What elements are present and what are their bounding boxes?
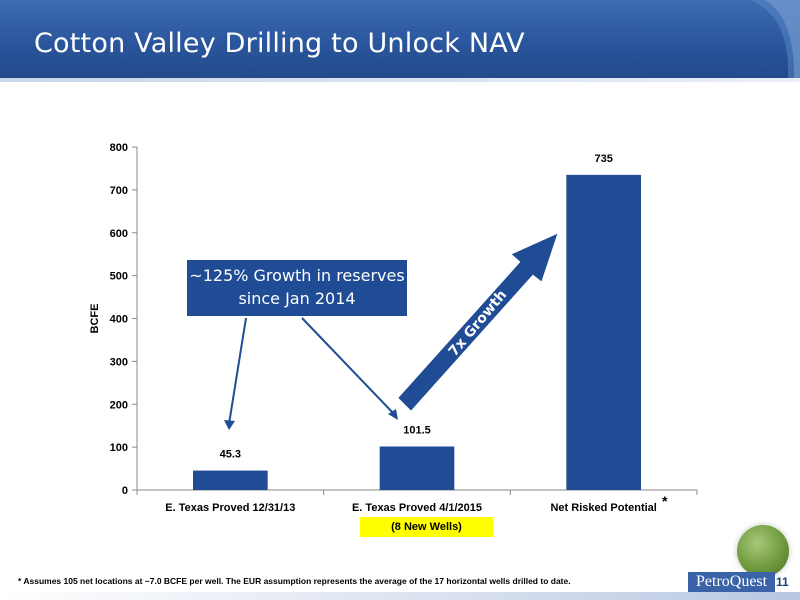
x-category-label: Net Risked Potential	[550, 502, 656, 514]
slide-header	[0, 0, 800, 78]
page-number: 11	[776, 575, 789, 589]
new-wells-badge: (8 New Wells)	[360, 517, 493, 537]
y-axis-label: BCFE	[89, 304, 101, 334]
growth-arrow: 7x Growth	[395, 230, 561, 414]
y-tick-label: 700	[110, 185, 128, 197]
footnote: * Assumes 105 net locations at ~7.0 BCFE…	[18, 576, 571, 586]
footnote-marker: *	[18, 576, 22, 586]
data-label: 735	[594, 153, 612, 165]
y-tick-label: 800	[110, 142, 128, 154]
y-tick-label: 400	[110, 314, 128, 326]
x-axis: E. Texas Proved 12/31/13 E. Texas Proved …	[136, 489, 698, 514]
footer-bar	[0, 592, 800, 600]
callout-arrow-right	[301, 317, 395, 415]
y-axis: 0 100 200 300 400 500 600 700 800	[110, 142, 138, 497]
bars	[193, 174, 641, 490]
flame-logo-icon	[737, 525, 789, 577]
growth-callout: ~125% Growth in reserves since Jan 2014	[187, 260, 407, 316]
callout-arrowhead-left	[224, 420, 235, 430]
growth-arrow-label: 7x Growth	[446, 287, 510, 360]
brand-logo: PetroQuest	[688, 572, 776, 592]
data-label: 45.3	[220, 449, 241, 461]
y-tick-label: 200	[110, 399, 128, 411]
asterisk-mark: *	[662, 493, 668, 509]
data-label: 101.5	[403, 424, 431, 436]
data-labels: 45.3 101.5 735	[220, 153, 613, 461]
bar	[193, 470, 268, 490]
x-category-label: E. Texas Proved 12/31/13	[165, 502, 295, 514]
callout-arrowhead-right	[388, 409, 398, 420]
swoosh-logo-graphic	[750, 0, 800, 78]
y-tick-label: 300	[110, 356, 128, 368]
y-tick-label: 0	[122, 485, 128, 497]
slide-title: Cotton Valley Drilling to Unlock NAV	[34, 28, 525, 59]
y-tick-label: 600	[110, 228, 128, 240]
bar	[566, 174, 641, 490]
bar	[379, 446, 455, 490]
callout-arrow-left	[228, 317, 247, 425]
y-tick-label: 500	[110, 271, 128, 283]
y-tick-label: 100	[110, 442, 128, 454]
x-category-label: E. Texas Proved 4/1/2015	[352, 502, 482, 514]
header-rule	[0, 78, 800, 82]
footnote-text: Assumes 105 net locations at ~7.0 BCFE p…	[23, 576, 571, 586]
